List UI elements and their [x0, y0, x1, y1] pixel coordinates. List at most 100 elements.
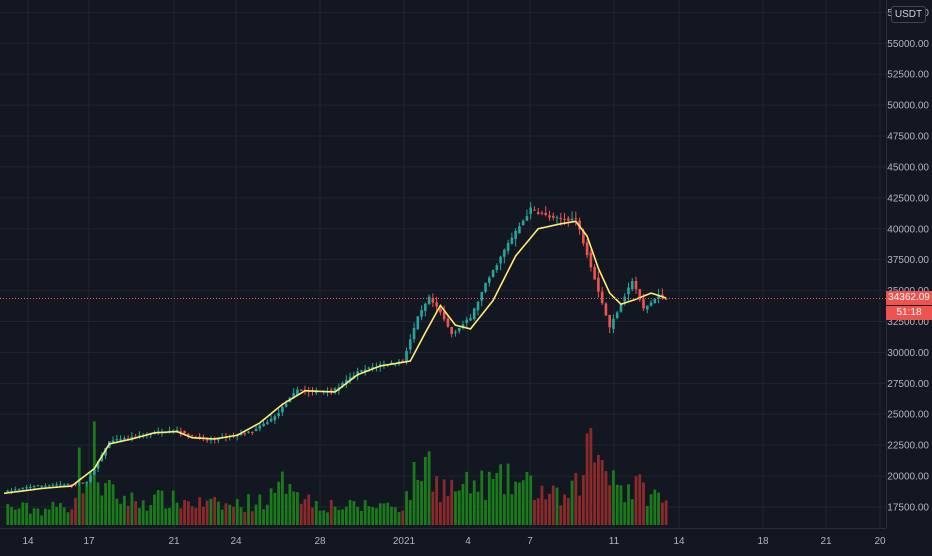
volume-bar — [111, 484, 115, 525]
candle-body — [412, 327, 416, 340]
volume-bar — [397, 512, 401, 525]
candle-body — [47, 485, 51, 487]
candle-body — [10, 490, 13, 492]
candle-body — [360, 370, 363, 372]
y-tick-label: 27500.00 — [887, 379, 929, 390]
volume-bar — [303, 499, 307, 525]
candle-body — [487, 277, 491, 283]
candle-body — [480, 291, 484, 301]
volume-bar — [533, 499, 536, 525]
volume-bar — [190, 506, 194, 525]
candle-body — [461, 324, 465, 328]
candle-body — [363, 369, 367, 373]
candle-body — [634, 280, 638, 290]
candle-body — [585, 242, 589, 256]
volume-bar — [194, 508, 198, 525]
volume-bar — [487, 471, 491, 525]
price-axis[interactable]: 17500.00 20000.00 22500.00 25000.00 27500.00… — [886, 0, 932, 528]
volume-bar — [62, 507, 66, 525]
candle-body — [281, 406, 284, 413]
volume-bar — [600, 460, 604, 525]
candle-body — [439, 308, 442, 313]
y-tick-label: 45000.00 — [887, 162, 929, 173]
volume-bar — [390, 506, 393, 525]
volume-bar — [47, 509, 51, 525]
x-tick-label: 28 — [314, 536, 326, 547]
candle-body — [615, 312, 619, 319]
volume-bar — [491, 478, 495, 525]
volume-bar — [258, 494, 262, 525]
volume-bar — [220, 509, 224, 525]
volume-bar — [296, 492, 299, 525]
candle-body — [495, 265, 499, 270]
candle-body — [111, 440, 115, 443]
volume-bar — [454, 491, 457, 525]
candle-body — [431, 297, 435, 303]
candle-body — [217, 439, 220, 441]
candle-body — [296, 389, 299, 396]
candle-body — [66, 483, 70, 485]
volume-bar — [250, 511, 254, 525]
volume-bar — [126, 505, 130, 525]
volume-bar — [657, 492, 660, 525]
volume-bar — [536, 498, 540, 525]
volume-bar — [265, 504, 269, 525]
volume-bar — [183, 499, 186, 525]
candle-body — [514, 230, 517, 239]
volume-bar — [461, 483, 465, 525]
volume-bar — [619, 485, 623, 525]
candle-body — [491, 269, 495, 277]
volume-bar — [201, 506, 205, 525]
volume-bar — [341, 509, 344, 525]
candle-body — [642, 299, 645, 309]
volume-bar — [25, 502, 28, 525]
currency-label[interactable]: USDT — [891, 6, 926, 23]
candle-body — [408, 339, 412, 350]
volume-bar — [596, 454, 600, 525]
volume-bar — [243, 511, 247, 525]
volume-bar — [405, 491, 408, 525]
x-tick-label: 14 — [673, 536, 685, 547]
candle-body — [190, 434, 194, 436]
time-axis[interactable]: 14 17 21 24 28 2021 4 7 11 14 18 21 20 — [0, 528, 886, 551]
candle-body — [619, 303, 623, 312]
candle-body — [510, 237, 514, 244]
volume-bar — [525, 471, 529, 525]
volume-bar — [359, 510, 363, 525]
x-tick-label: 24 — [230, 536, 242, 547]
volume-bar — [393, 507, 397, 525]
candle-body — [209, 439, 213, 441]
volume-bar — [96, 482, 100, 525]
volume-bar — [408, 500, 412, 525]
candle-body — [420, 310, 423, 317]
volume-bar — [457, 490, 461, 525]
volume-bar — [138, 507, 141, 525]
y-tick-label: 52500.00 — [887, 70, 929, 81]
candle-body — [130, 436, 134, 439]
volume-bar — [378, 503, 382, 525]
volume-bar — [476, 491, 480, 525]
volume-bar — [322, 510, 326, 525]
volume-bar — [472, 480, 476, 525]
volume-bar — [32, 508, 36, 525]
volume-bar — [115, 498, 119, 525]
volume-bar — [649, 494, 653, 525]
candle-body — [589, 252, 593, 268]
volume-bar — [130, 492, 134, 525]
candle-body — [92, 469, 96, 475]
candle-body — [21, 487, 25, 489]
volume-bar — [224, 503, 228, 525]
volume-bar — [589, 427, 593, 525]
volume-bar — [375, 508, 378, 525]
candle-body — [574, 218, 578, 220]
candle-body — [540, 212, 544, 214]
volume-bar — [382, 503, 386, 525]
volume-bar — [337, 509, 341, 525]
volume-bar — [438, 501, 442, 525]
volume-bar — [119, 503, 123, 525]
candle-body — [239, 433, 243, 436]
candle-body — [555, 217, 559, 219]
volume-bar — [247, 494, 250, 525]
volume-bar — [529, 475, 533, 525]
